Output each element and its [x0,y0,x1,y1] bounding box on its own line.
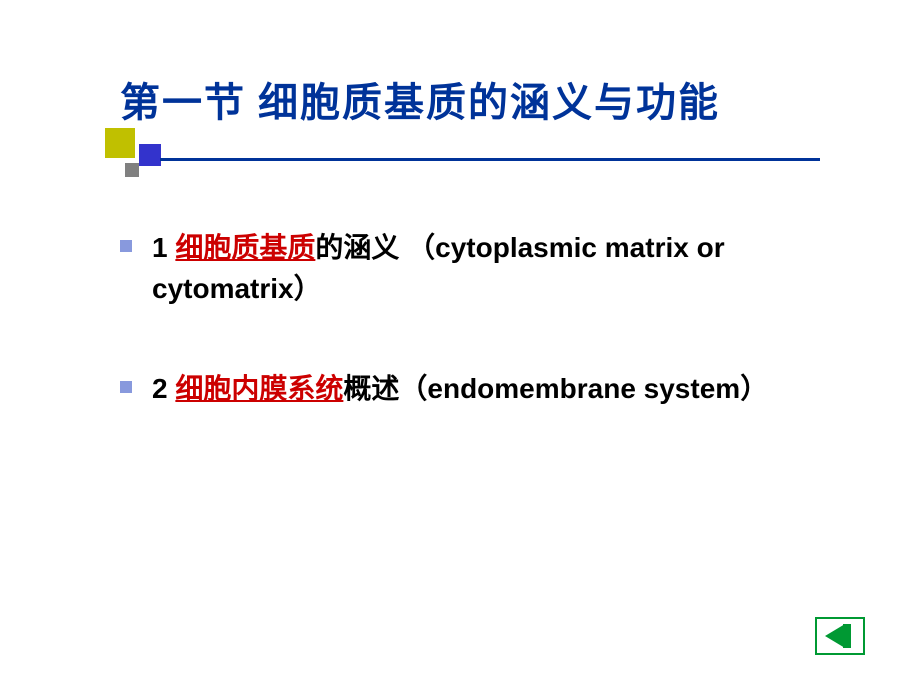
list-item: 1 细胞质基质的涵义 （cytoplasmic matrix or cytoma… [120,228,820,309]
item-text: 2 细胞内膜系统概述（endomembrane system） [152,369,768,410]
bullet-icon [120,240,132,252]
highlighted-term: 细胞内膜系统 [175,373,343,404]
back-arrow-icon [815,617,865,655]
item-number: 1 [152,232,175,263]
close-paren: ） [740,373,768,404]
item-text-segment: 的涵义 （ [315,232,435,263]
title-area: 第一节 细胞质基质的涵义与功能 [120,70,860,128]
square-icon [105,128,135,158]
list-item: 2 细胞内膜系统概述（endomembrane system） [120,369,820,410]
slide-title: 第一节 细胞质基质的涵义与功能 [120,70,860,128]
content-area: 1 细胞质基质的涵义 （cytoplasmic matrix or cytoma… [60,228,860,410]
item-text-segment: 概述（ [343,373,427,404]
item-text: 1 细胞质基质的涵义 （cytoplasmic matrix or cytoma… [152,228,820,309]
horizontal-rule [160,158,820,161]
previous-button[interactable] [815,617,865,655]
english-term: endomembrane system [427,373,740,404]
square-icon [139,144,161,166]
close-paren: ） [294,273,322,304]
bullet-icon [120,381,132,393]
highlighted-term: 细胞质基质 [175,232,315,263]
slide: 第一节 细胞质基质的涵义与功能 1 细胞质基质的涵义 （cytoplasmic … [0,0,920,690]
square-icon [125,163,139,177]
title-divider [60,148,860,178]
item-number: 2 [152,373,175,404]
